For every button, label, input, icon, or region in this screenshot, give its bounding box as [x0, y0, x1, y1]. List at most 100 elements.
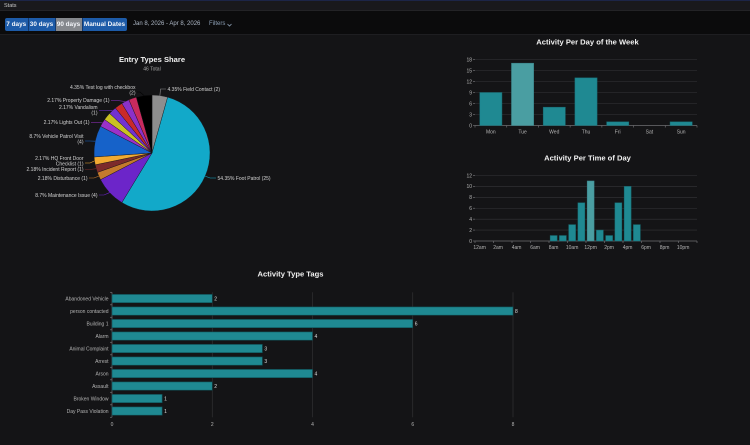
entry-types-pie-chart: Entry Types Share 46 Total 4.35% Field Con…	[27, 55, 271, 212]
tag-value-label: 2	[214, 296, 217, 302]
bar[interactable]	[586, 180, 595, 242]
tag-category-label: Day Pass Violation	[67, 409, 109, 415]
tag-category-label: person contacted	[70, 309, 109, 315]
pie-slice-label: Checklist (1)	[56, 161, 84, 167]
time-of-day-chart-title: Activity Per Time of Day	[544, 154, 632, 163]
tag-bar[interactable]	[111, 331, 313, 341]
tag-category-label: Building 1	[87, 321, 109, 327]
x-tick-label: Wed	[549, 130, 559, 136]
pie-slice[interactable]	[136, 94, 153, 154]
tag-bar[interactable]	[111, 394, 163, 403]
pie-slice-label: 2.17% Lights Out (1)	[44, 120, 90, 126]
tag-bar[interactable]	[111, 369, 313, 378]
bar[interactable]	[574, 77, 598, 126]
tag-value-label: 3	[264, 346, 267, 352]
tag-bar[interactable]	[111, 406, 163, 416]
x-tick-label: 2am	[493, 245, 503, 251]
pie-label-line	[137, 91, 145, 96]
x-tick-label: Fri	[615, 130, 621, 136]
tag-category-label: Broken Window	[73, 396, 108, 402]
y-tick-label: 18	[466, 57, 472, 63]
pie-label-line	[89, 175, 99, 179]
tag-category-label: Abandoned Vehicle	[65, 296, 108, 302]
pie-chart-title: Entry Types Share	[119, 55, 185, 64]
bar[interactable]	[577, 202, 586, 242]
x-tick-label: 4pm	[623, 245, 633, 251]
x-tick-label: 4	[311, 422, 314, 428]
bar[interactable]	[669, 121, 693, 126]
x-tick-label: 6am	[530, 245, 540, 251]
bar[interactable]	[596, 229, 604, 242]
range-30-days-button[interactable]: 30 days	[28, 18, 56, 31]
tag-bar[interactable]	[111, 381, 213, 391]
range-90-days-button[interactable]: 90 days	[55, 18, 83, 31]
tag-value-label: 4	[315, 334, 318, 340]
y-tick-label: 2	[469, 228, 472, 234]
tag-value-label: 4	[315, 371, 318, 377]
filters-label: Filters	[209, 21, 226, 27]
x-tick-label: 8pm	[660, 245, 670, 251]
bar[interactable]	[542, 106, 566, 126]
tag-bar[interactable]	[111, 306, 514, 316]
y-tick-label: 12	[466, 79, 472, 85]
tag-value-label: 1	[164, 396, 167, 402]
toolbar: 7 days 30 days 90 days Manual Dates Jan …	[0, 10, 750, 34]
bar[interactable]	[568, 224, 576, 242]
tag-category-label: Arrest	[95, 359, 109, 365]
pie-label-line	[85, 168, 97, 170]
tag-value-label: 6	[415, 321, 418, 327]
bar[interactable]	[606, 121, 630, 126]
y-tick-label: 6	[469, 206, 472, 212]
pie-slice-label: 2.17% Vandalism	[59, 105, 98, 111]
tag-value-label: 2	[214, 384, 217, 390]
y-tick-label: 6	[469, 101, 472, 107]
pie-slice-label: 54.35% Foot Patrol (25)	[218, 176, 271, 182]
range-7-days-button[interactable]: 7 days	[5, 18, 29, 31]
filters-dropdown[interactable]: Filters	[207, 18, 234, 31]
pie-slice-label: 2.17% Property Damage (1)	[47, 98, 110, 104]
x-tick-label: 8am	[549, 245, 559, 251]
x-tick-label: Tue	[518, 130, 527, 136]
x-tick-label: 6	[411, 422, 414, 428]
tags-chart-title: Activity Type Tags	[258, 270, 324, 279]
bar[interactable]	[614, 202, 623, 242]
tag-category-label: Arson	[95, 371, 108, 377]
bar[interactable]	[549, 235, 558, 242]
bar[interactable]	[633, 224, 641, 242]
pie-slice-label: (2)	[129, 90, 135, 96]
bar[interactable]	[479, 92, 503, 126]
date-range-label: Jan 8, 2026 - Apr 8, 2026	[133, 21, 201, 27]
tag-bar[interactable]	[111, 319, 414, 328]
pie-slice-label: 2.18% Disturbance (1)	[38, 176, 88, 182]
y-tick-label: 8	[469, 195, 472, 201]
bar[interactable]	[559, 235, 567, 242]
y-tick-label: 0	[469, 239, 472, 245]
x-tick-label: Thu	[582, 130, 591, 136]
pie-slice-label: 2.17% HQ Front Door	[35, 156, 84, 162]
pie-slice-label: 4.35% Test log with checkbox	[70, 85, 136, 91]
manual-dates-button[interactable]: Manual Dates	[82, 18, 127, 31]
tag-bar[interactable]	[111, 294, 213, 303]
pie-label-line	[85, 160, 95, 164]
bar[interactable]	[623, 186, 632, 242]
x-tick-label: 10pm	[677, 245, 690, 251]
tag-value-label: 3	[264, 359, 267, 365]
tag-bar[interactable]	[111, 356, 263, 366]
tag-bar[interactable]	[111, 344, 263, 353]
bar[interactable]	[605, 235, 613, 242]
pie-slice-label: 8.7% Vehicle Patrol Visit	[29, 134, 84, 140]
x-tick-label: 12am	[473, 245, 486, 251]
y-tick-label: 10	[466, 184, 472, 190]
pie-label-line	[111, 100, 126, 102]
y-tick-label: 3	[469, 112, 472, 118]
bar[interactable]	[511, 62, 534, 126]
day-of-week-chart-title: Activity Per Day of the Week	[536, 38, 639, 47]
x-tick-label: 2pm	[604, 245, 614, 251]
y-tick-label: 0	[469, 123, 472, 129]
x-tick-label: 2	[211, 422, 214, 428]
pie-slice-label: 8.7% Maintenance Issue (4)	[35, 193, 98, 199]
tag-category-label: Alarm	[95, 334, 108, 340]
y-tick-label: 12	[466, 173, 472, 179]
